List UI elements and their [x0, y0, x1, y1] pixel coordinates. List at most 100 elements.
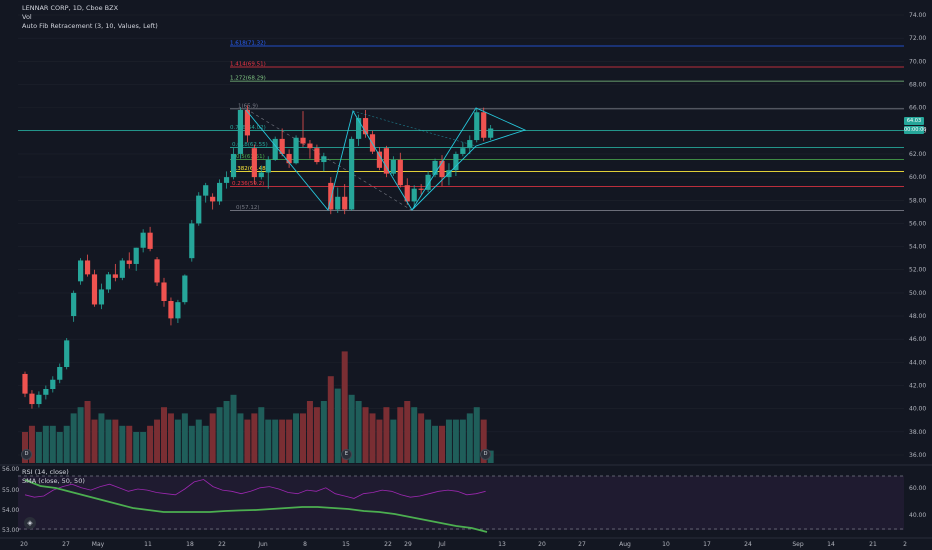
- volume-bar: [306, 401, 313, 463]
- time-tick-label: 17: [703, 541, 711, 548]
- candle-body: [244, 109, 250, 136]
- candle-body: [168, 301, 174, 319]
- rsi-left-tick-label: 54.00: [2, 507, 19, 514]
- candle-body: [133, 247, 139, 264]
- rsi-lines: [24, 479, 488, 533]
- candle-body: [71, 292, 77, 317]
- volume-bar: [265, 419, 272, 463]
- volume-bar: [112, 419, 119, 463]
- candle-body: [300, 137, 306, 144]
- volume-bar: [279, 419, 286, 463]
- candle-body: [182, 275, 188, 303]
- candle-body: [119, 260, 125, 278]
- candle-body: [105, 274, 111, 290]
- symbol-title[interactable]: LENNAR CORP, 1D, Cboe BZX: [22, 4, 119, 12]
- volume-bar: [334, 388, 341, 463]
- time-tick-label: May: [92, 541, 105, 548]
- candle-body: [126, 260, 132, 264]
- candle-body: [328, 182, 334, 210]
- candle-body: [404, 185, 410, 202]
- volume-bar: [411, 407, 418, 463]
- candle-body: [258, 172, 264, 178]
- volume-bar: [286, 419, 293, 463]
- candle-body: [376, 151, 383, 168]
- volume-bar: [418, 413, 425, 463]
- candle-body: [425, 174, 431, 190]
- price-tick-label: 40.00: [909, 406, 926, 413]
- tradingview-logo-icon[interactable]: ◈: [24, 517, 36, 529]
- time-tick-label: 22: [384, 541, 392, 548]
- candle-body: [50, 379, 56, 389]
- fib-level-label: 1.272(68.29): [230, 76, 266, 82]
- rsi-left-tick-label: 53.00: [2, 527, 19, 534]
- candle-body: [175, 302, 181, 319]
- fib-level-label: 1(65.9): [238, 103, 258, 109]
- volume-bar: [133, 432, 140, 463]
- price-tick-label: 56.00: [909, 220, 926, 227]
- time-axis[interactable]: 20 27 May 11 18 22 Jun 8 15 22 29 Jul 13 20 27 Aug 10 17 2…: [20, 541, 907, 548]
- volume-bar: [390, 419, 397, 463]
- price-tick-label: 50.00: [909, 290, 926, 297]
- rsi-left-tick-label: 55.00: [2, 487, 19, 494]
- price-tick-label: 38.00: [909, 429, 926, 436]
- volume-bar: [56, 432, 63, 463]
- candle-body: [453, 153, 459, 171]
- volume-bar: [49, 425, 56, 463]
- candle-body: [147, 232, 153, 249]
- time-tick-label: Jun: [257, 541, 268, 548]
- volume-bar: [258, 407, 265, 463]
- volume-bar: [140, 432, 147, 463]
- volume-bar: [35, 432, 42, 463]
- volume-bar: [404, 401, 411, 463]
- price-tick-label: 62.00: [909, 151, 926, 158]
- xabcd-pattern-drawing[interactable]: [245, 107, 527, 211]
- volume-bar: [293, 413, 300, 463]
- dividend-event-marker[interactable]: D: [480, 449, 491, 460]
- volume-bar: [355, 401, 362, 463]
- candle-body: [314, 148, 320, 163]
- volume-bar: [84, 401, 91, 463]
- fib-level-label: 0.382(60.48): [232, 166, 268, 172]
- volume-bar: [327, 376, 334, 463]
- sma-indicator-label[interactable]: SMA (close, 50, 50): [22, 477, 85, 485]
- candle-body: [383, 148, 389, 174]
- volume-bar: [126, 425, 133, 463]
- volume-bar: [466, 413, 473, 463]
- price-tick-label: 68.00: [909, 81, 926, 88]
- candle-body: [286, 153, 292, 164]
- candle-body: [91, 274, 98, 305]
- time-tick-label: 24: [744, 541, 752, 548]
- candle-body: [335, 196, 341, 210]
- rsi-indicator-label[interactable]: RSI (14, close): [22, 468, 69, 476]
- volume-bar: [216, 407, 223, 463]
- candle-body: [57, 367, 63, 380]
- candle-body: [189, 223, 195, 259]
- time-tick-label: Sep: [792, 541, 804, 548]
- volume-indicator-label[interactable]: Vol: [22, 13, 32, 21]
- fib-level-label: 0.236(59.2): [232, 181, 264, 187]
- fib-retracement[interactable]: 1.618(71.32) 1.414(69.51) 1.272(68.29) 1(65…: [18, 41, 904, 211]
- dividend-event-marker[interactable]: D: [21, 449, 32, 460]
- time-tick-label: 13: [498, 541, 506, 548]
- volume-bar: [223, 401, 230, 463]
- fib-level-label: 1.618(71.32): [230, 41, 266, 47]
- volume-bar: [188, 425, 195, 463]
- earnings-event-marker[interactable]: E: [341, 449, 352, 460]
- candle-body: [36, 394, 42, 405]
- candle-body: [460, 148, 466, 154]
- candle-body: [112, 274, 118, 278]
- candle-body: [432, 160, 438, 175]
- fib-indicator-label[interactable]: Auto Fib Retracement (3, 10, Values, Lef…: [22, 22, 158, 30]
- volume-bar: [362, 407, 369, 463]
- candle-body: [349, 138, 355, 210]
- candle-body: [237, 109, 244, 154]
- price-tick-label: 72.00: [909, 35, 926, 42]
- volume-bar: [209, 413, 216, 463]
- price-tick-label: 66.00: [909, 105, 926, 112]
- volume-bar: [452, 419, 459, 463]
- candle-body: [210, 196, 216, 202]
- price-tick-label: 44.00: [909, 359, 926, 366]
- candle-body: [272, 138, 278, 160]
- candle-body: [22, 373, 28, 394]
